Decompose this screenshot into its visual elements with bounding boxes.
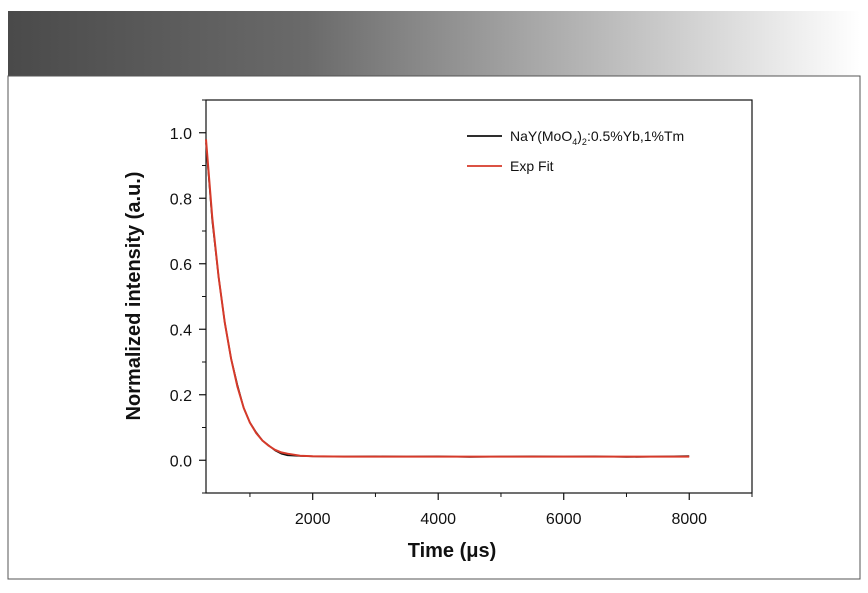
y-tick-label: 0.4 (170, 322, 192, 339)
y-tick-label: 0.8 (170, 191, 192, 208)
x-tick-label: 4000 (420, 511, 456, 528)
x-axis-label: Time (μs) (408, 540, 497, 562)
x-tick-label: 2000 (295, 511, 331, 528)
y-tick-label: 0.6 (170, 257, 192, 274)
header-banner (8, 11, 860, 76)
series-line-fit (205, 139, 690, 458)
series-layer (205, 139, 690, 458)
y-tick-label: 0.2 (170, 388, 192, 405)
legend: NaY(MoO4)2:0.5%Yb,1%Tm Exp Fit (467, 128, 684, 174)
x-tick-label: 6000 (546, 511, 582, 528)
x-tick-label: 8000 (671, 511, 707, 528)
y-axis: 0.0 0.2 0.4 0.6 0.8 1.0 (170, 99, 206, 494)
figure-border (7, 75, 861, 580)
y-axis-label: Normalized intensity (a.u.) (123, 172, 145, 421)
y-tick-label: 1.0 (170, 126, 192, 143)
legend-label-measured: NaY(MoO4)2:0.5%Yb,1%Tm (510, 128, 684, 147)
legend-label-fit: Exp Fit (510, 158, 554, 174)
plot-area (205, 99, 753, 494)
x-axis: 2000 4000 6000 8000 (249, 493, 753, 528)
y-tick-label: 0.0 (170, 453, 192, 470)
